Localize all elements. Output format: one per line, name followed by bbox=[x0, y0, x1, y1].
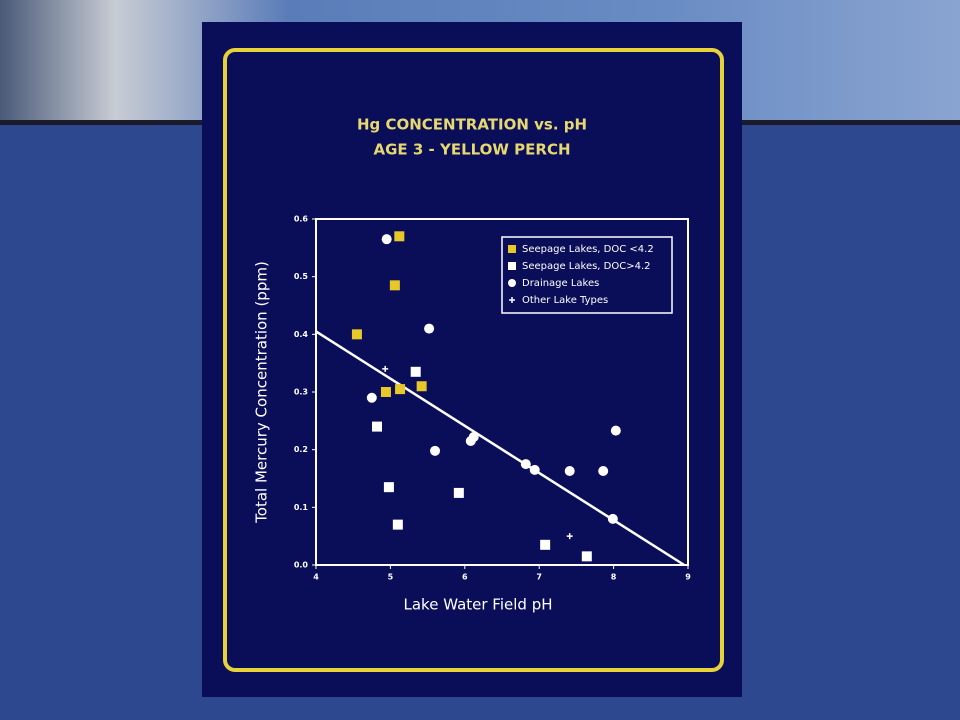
square-marker bbox=[392, 519, 403, 530]
circle-marker bbox=[381, 234, 392, 245]
panel-border bbox=[223, 48, 724, 672]
square-marker bbox=[380, 387, 391, 397]
square-marker bbox=[410, 366, 421, 377]
y-tick-label: 0.2 bbox=[294, 445, 308, 454]
square-marker bbox=[416, 381, 427, 392]
y-tick-label: 0.0 bbox=[294, 561, 309, 570]
y-tick-label: 0.1 bbox=[294, 503, 309, 512]
square-marker bbox=[389, 280, 400, 291]
circle-marker bbox=[607, 513, 618, 524]
legend-swatch bbox=[508, 279, 516, 287]
x-tick-label: 9 bbox=[685, 573, 691, 582]
y-tick-label: 0.3 bbox=[294, 388, 308, 397]
legend-label: Drainage Lakes bbox=[522, 278, 599, 289]
plus-marker bbox=[566, 533, 573, 540]
legend-swatch bbox=[509, 297, 515, 303]
chart-title: Hg CONCENTRATION vs. pH bbox=[357, 116, 587, 134]
square-marker bbox=[581, 551, 592, 562]
square-marker bbox=[351, 329, 362, 340]
y-tick-label: 0.5 bbox=[294, 272, 309, 281]
square-marker bbox=[453, 487, 464, 498]
x-tick-label: 7 bbox=[536, 573, 542, 582]
circle-marker bbox=[529, 464, 540, 475]
legend-swatch bbox=[508, 262, 516, 270]
legend-swatch bbox=[508, 245, 516, 253]
circle-marker bbox=[598, 466, 609, 477]
circle-marker bbox=[424, 323, 435, 334]
circle-marker bbox=[366, 392, 377, 403]
x-axis-title: Lake Water Field pH bbox=[404, 596, 553, 614]
x-tick-label: 5 bbox=[388, 573, 394, 582]
circle-marker bbox=[468, 431, 479, 442]
square-marker bbox=[395, 384, 406, 395]
square-marker bbox=[372, 421, 383, 432]
x-tick-label: 4 bbox=[313, 573, 319, 582]
circle-marker bbox=[610, 425, 621, 436]
y-tick-label: 0.4 bbox=[294, 330, 309, 339]
legend-label: Seepage Lakes, DOC>4.2 bbox=[522, 261, 651, 272]
x-tick-label: 6 bbox=[462, 573, 468, 582]
square-marker bbox=[383, 482, 394, 493]
chart-panel bbox=[202, 22, 742, 697]
circle-marker bbox=[564, 466, 575, 477]
circle-marker bbox=[520, 459, 531, 470]
plot: 4 5 6 7 8 9 0.0 0.1 0.2 0.3 0.4 0.5 0.6 Seepage Lakes… bbox=[294, 215, 691, 582]
legend-box bbox=[501, 236, 673, 314]
y-tick-label: 0.6 bbox=[294, 215, 309, 224]
y-axis-title: Total Mercury Concentration (ppm) bbox=[253, 261, 271, 524]
x-tick-label: 8 bbox=[611, 573, 617, 582]
legend-label: Seepage Lakes, DOC <4.2 bbox=[522, 244, 654, 255]
square-marker bbox=[540, 539, 551, 550]
trend-line bbox=[315, 330, 685, 567]
chart-subtitle: AGE 3 - YELLOW PERCH bbox=[373, 141, 570, 159]
circle-marker bbox=[430, 445, 441, 456]
plus-marker bbox=[382, 365, 389, 372]
legend-label: Other Lake Types bbox=[522, 295, 608, 306]
square-marker bbox=[394, 231, 405, 242]
